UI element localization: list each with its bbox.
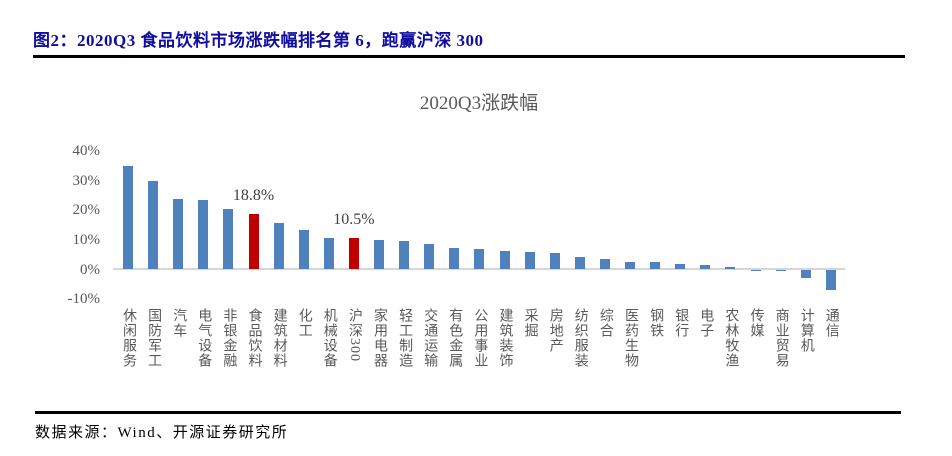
x-category-label: 交通运输 <box>422 308 438 368</box>
x-category-label: 轻工制造 <box>397 308 413 368</box>
top-divider <box>33 55 905 58</box>
x-category-label: 房地产 <box>547 308 563 353</box>
x-category-label: 农林牧渔 <box>723 308 739 368</box>
bar-化工 <box>298 230 309 270</box>
y-tick-label: 0% <box>80 261 100 278</box>
x-category-label: 电气设备 <box>196 308 212 368</box>
x-category-label: 公用事业 <box>472 308 488 368</box>
x-category-label: 通信 <box>823 308 839 338</box>
bottom-divider <box>35 411 901 414</box>
bar-非银金融 <box>223 208 234 270</box>
bar-家用电器 <box>374 239 384 270</box>
y-tick-label: 20% <box>72 202 101 219</box>
y-tick-label: -10% <box>67 291 101 308</box>
bar-沪深300 <box>348 238 359 270</box>
bar-传媒 <box>750 269 761 271</box>
bar-休闲服务 <box>123 165 133 270</box>
x-category-label: 建筑装饰 <box>497 308 513 368</box>
data-source: 数据来源：Wind、开源证券研究所 <box>35 425 289 441</box>
x-category-label: 商业贸易 <box>773 308 789 368</box>
x-category-label: 医药生物 <box>623 308 638 368</box>
figure-caption: 图2：2020Q3 食品饮料市场涨跌幅排名第 6，跑赢沪深 300 <box>33 31 484 50</box>
y-tick-label: 40% <box>72 143 101 160</box>
bar-value-label: 10.5% <box>333 211 375 229</box>
x-category-label: 银行 <box>673 308 689 338</box>
bar-轻工制造 <box>399 241 410 270</box>
x-category-label: 家用电器 <box>372 308 387 368</box>
bar-电气设备 <box>198 199 209 270</box>
bar-建筑装饰 <box>499 250 510 270</box>
x-category-label: 钢铁 <box>648 308 664 338</box>
x-category-label: 汽车 <box>171 308 187 338</box>
x-category-label: 建筑材料 <box>271 308 287 368</box>
bar-有色金属 <box>449 248 460 270</box>
y-tick-label: 30% <box>72 172 101 189</box>
bar-银行 <box>675 263 686 270</box>
x-category-label: 机械设备 <box>321 308 337 368</box>
x-category-label: 沪深300 <box>346 308 362 362</box>
bar-纺织服装 <box>574 257 585 270</box>
x-category-label: 国防军工 <box>146 308 162 368</box>
bar-汽车 <box>173 198 184 270</box>
x-category-label: 纺织服装 <box>572 308 588 368</box>
bar-综合 <box>599 259 610 270</box>
bar-房地产 <box>549 253 560 270</box>
x-category-label: 食品饮料 <box>246 308 262 368</box>
x-category-label: 电子 <box>698 308 714 338</box>
y-tick-label: 10% <box>72 231 101 248</box>
x-category-label: 计算机 <box>798 308 814 353</box>
bar-食品饮料 <box>248 213 259 270</box>
bar-医药生物 <box>625 261 635 270</box>
bar-采掘 <box>524 251 535 270</box>
bar-商业贸易 <box>775 269 786 271</box>
bar-钢铁 <box>650 262 661 270</box>
x-category-label: 采掘 <box>522 308 538 338</box>
bar-国防军工 <box>148 180 159 270</box>
x-category-label: 有色金属 <box>447 308 463 368</box>
x-category-label: 传媒 <box>748 308 764 338</box>
x-category-label: 休闲服务 <box>121 308 136 368</box>
x-category-label: 化工 <box>296 308 312 338</box>
bar-机械设备 <box>323 237 334 270</box>
bar-交通运输 <box>424 243 435 270</box>
bar-计算机 <box>800 269 811 279</box>
x-category-label: 非银金融 <box>221 308 237 368</box>
bar-农林牧渔 <box>725 267 736 270</box>
x-category-label: 综合 <box>597 308 613 338</box>
bar-value-label: 18.8% <box>232 186 275 204</box>
bar-公用事业 <box>474 248 485 270</box>
bar-通信 <box>825 269 836 291</box>
chart-title: 2020Q3涨跌幅 <box>419 93 539 114</box>
bar-电子 <box>700 264 711 270</box>
bar-建筑材料 <box>273 223 284 270</box>
